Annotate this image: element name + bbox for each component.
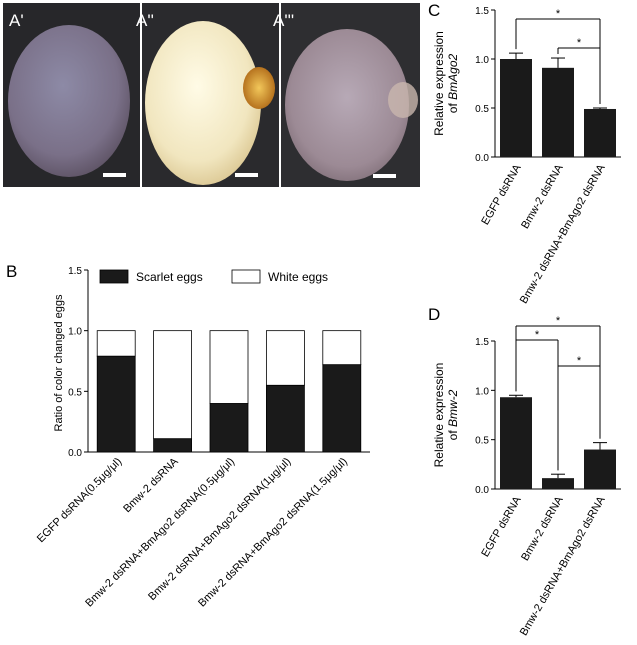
sig-star: *	[535, 329, 540, 341]
bar	[500, 397, 532, 489]
x-tick-label: Bmw-2 dsRNA	[121, 455, 181, 515]
legend-swatch	[99, 269, 129, 284]
x-tick-label: EGFP dsRNA	[479, 494, 524, 559]
panel-letter-c: C	[428, 1, 441, 20]
bar-white-eggs	[322, 330, 362, 366]
egg-yolk-blob	[243, 67, 275, 109]
sig-star: *	[556, 315, 561, 327]
sig-star: *	[577, 37, 582, 49]
x-tick-label: Bmw-2 dsRNA+BmAgo2 dsRNA	[518, 494, 608, 638]
legend-label: Scarlet eggs	[136, 270, 203, 284]
bar	[542, 67, 574, 157]
legend-swatch	[231, 269, 261, 284]
bar	[500, 59, 532, 157]
bar-scarlet-eggs	[153, 438, 193, 453]
y-axis-label-gene: Bmw-2	[446, 389, 460, 427]
y-tick-label: 1.0	[475, 386, 489, 397]
bar-scarlet-eggs	[265, 384, 305, 453]
y-tick-label: 0.0	[475, 153, 489, 164]
sig-star: *	[556, 8, 561, 20]
y-tick-label: 1.0	[475, 55, 489, 66]
y-tick-label: 0.5	[68, 387, 82, 398]
photo-label-2: A''	[136, 11, 154, 30]
chart-c-bmago2-expression: 0.0 0.5 1.0 1.5 Relative expression of BmAgo2…	[432, 6, 621, 305]
scale-bar	[235, 173, 258, 177]
egg-protrusion	[388, 82, 418, 118]
photo-label-3: A'''	[273, 11, 294, 30]
egg-white	[145, 21, 261, 185]
scale-bar	[103, 173, 126, 177]
bar	[542, 478, 574, 489]
y-tick-label: 1.5	[68, 266, 82, 277]
chart-d-bmw2-expression: 0.0 0.5 1.0 1.5 Relative expression of Bmw-2 E…	[432, 315, 621, 638]
y-tick-label: 1.5	[475, 6, 489, 17]
bar-white-eggs	[153, 330, 193, 440]
x-tick-label: Bmw-2 dsRNA	[519, 162, 566, 231]
x-tick-label: EGFP dsRNA(0.5μg/μl)	[35, 456, 124, 545]
chart-b-color-ratio: 0.0 0.5 1.0 1.5 Ratio of color changed eggs E…	[35, 266, 370, 609]
y-tick-label: 0.0	[68, 448, 82, 459]
bar-scarlet-eggs	[96, 355, 136, 453]
y-axis-label-line1: Relative expression	[432, 363, 446, 468]
bar-white-eggs	[209, 330, 249, 404]
sig-star: *	[577, 355, 582, 367]
y-tick-label: 0.0	[475, 485, 489, 496]
y-tick-label: 1.5	[475, 337, 489, 348]
x-tick-label: EGFP dsRNA	[479, 162, 524, 227]
egg-photo-strip: A' A'' A'''	[3, 3, 420, 187]
legend-label: White eggs	[268, 270, 328, 284]
panel-letter-b: B	[6, 262, 18, 281]
bar-scarlet-eggs	[322, 364, 362, 453]
y-axis-label-gene: BmAgo2	[446, 53, 460, 99]
x-tick-label: Bmw-2 dsRNA+BmAgo2 dsRNA	[518, 162, 608, 305]
y-axis-label-line2: of BmAgo2	[446, 53, 460, 113]
egg-purple	[8, 25, 130, 177]
bar-white-eggs	[96, 330, 136, 357]
bar	[584, 108, 616, 157]
bar-scarlet-eggs	[209, 403, 249, 453]
y-axis-label-line1: Relative expression	[432, 31, 446, 136]
bar-white-eggs	[265, 330, 305, 386]
x-tick-label: Bmw-2 dsRNA	[519, 494, 566, 563]
y-tick-label: 0.5	[475, 104, 489, 115]
y-tick-label: 0.5	[475, 436, 489, 447]
bar	[584, 449, 616, 489]
y-axis-label-line2: of Bmw-2	[446, 389, 460, 440]
egg-pale-purple	[285, 29, 409, 181]
y-axis-label: Ratio of color changed eggs	[53, 294, 65, 431]
panel-letter-d: D	[428, 305, 441, 324]
photo-label-1: A'	[9, 11, 24, 30]
scale-bar	[373, 174, 396, 178]
y-tick-label: 1.0	[68, 327, 82, 338]
